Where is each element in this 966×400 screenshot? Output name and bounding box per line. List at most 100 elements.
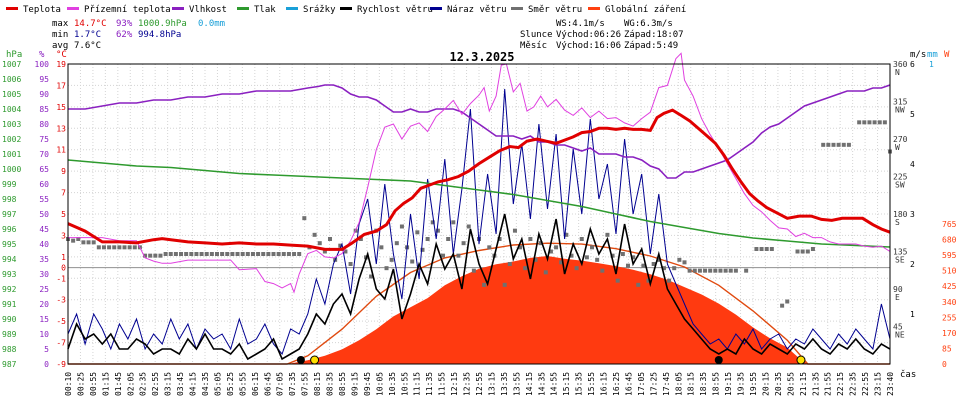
wind-dir-point bbox=[595, 257, 600, 262]
wind-dir-point bbox=[379, 245, 384, 250]
y-tick-hpa: 987 bbox=[2, 360, 17, 369]
wind-dir-point bbox=[785, 299, 790, 304]
y-tick-dir-name: NW bbox=[895, 106, 905, 115]
wind-dir-point bbox=[143, 253, 148, 258]
legend-label: Tlak bbox=[254, 5, 276, 15]
x-tick-label: 11:15 bbox=[413, 372, 422, 396]
y-tick-c: -7 bbox=[56, 339, 66, 348]
wind-dir-point bbox=[841, 142, 846, 147]
x-tick-label: 07:05 bbox=[276, 372, 285, 396]
wind-dir-point bbox=[620, 252, 625, 256]
y-tick-hpa: 992 bbox=[2, 285, 17, 294]
wind-dir-point bbox=[317, 241, 322, 246]
wind-dir-point bbox=[199, 252, 204, 256]
wind-dir-point bbox=[338, 243, 343, 248]
legend-swatch bbox=[237, 7, 249, 10]
y-tick-c: 19 bbox=[56, 60, 66, 69]
wind-dir-point bbox=[158, 253, 163, 258]
x-axis: 00:10 00:25 00:55 01:15 01:45 02:05 02:35 02:55… bbox=[64, 372, 895, 396]
series-radiation-area bbox=[68, 256, 890, 364]
x-tick-label: 04:35 bbox=[201, 372, 210, 396]
series-temperature bbox=[67, 108, 891, 251]
y-tick-pct: 90 bbox=[39, 90, 49, 99]
legend-label: Náraz větru bbox=[447, 5, 507, 15]
wind-dir-point bbox=[184, 252, 189, 256]
wind-dir-point bbox=[564, 232, 569, 237]
y-tick-pct: 75 bbox=[39, 135, 49, 144]
y-axes: 1007100610051004100310021001100099999899… bbox=[2, 60, 957, 369]
x-tick-label: 04:15 bbox=[189, 372, 198, 396]
y-tick-hpa: 995 bbox=[2, 240, 17, 249]
wind-dir-point bbox=[430, 220, 435, 225]
wind-dir-point bbox=[795, 249, 800, 254]
stats-max-temp: 14.7°C bbox=[74, 19, 107, 29]
wind-dir-point bbox=[471, 268, 476, 273]
wind-dir-point bbox=[831, 142, 836, 147]
y-tick-dir: 180 bbox=[893, 210, 908, 219]
axis-unit-pct: % bbox=[39, 50, 45, 60]
moon-set-marker bbox=[296, 356, 305, 364]
axis-unit-mm: mm bbox=[927, 50, 938, 60]
y-tick-dir: 270 bbox=[893, 135, 908, 144]
y-tick-pct: 50 bbox=[39, 210, 49, 219]
y-tick-mm: 1 bbox=[929, 60, 934, 69]
x-tick-label: 01:15 bbox=[101, 372, 110, 396]
y-tick-w: 595 bbox=[942, 251, 957, 260]
wind-dir-point bbox=[548, 249, 553, 254]
x-tick-label: 06:15 bbox=[251, 372, 260, 396]
x-tick-label: 22:55 bbox=[861, 372, 870, 396]
wind-dir-point bbox=[369, 274, 374, 279]
x-tick-label: 23:40 bbox=[886, 372, 895, 396]
wind-dir-point bbox=[276, 252, 281, 256]
x-tick-label: 05:55 bbox=[238, 372, 247, 396]
y-tick-dir-name: NE bbox=[895, 331, 905, 340]
axis-unit-w: W bbox=[944, 50, 950, 60]
x-tick-label: 11:35 bbox=[425, 372, 434, 396]
plot-frame bbox=[67, 63, 891, 365]
y-tick-c: 13 bbox=[56, 124, 66, 133]
wind-dir-point bbox=[569, 253, 574, 258]
legend-label: Srážky bbox=[303, 5, 336, 15]
wind-dir-point bbox=[615, 278, 620, 283]
y-tick-c: 7 bbox=[61, 189, 66, 198]
y-tick-w: 85 bbox=[942, 344, 952, 353]
wind-dir-point bbox=[322, 249, 327, 254]
y-tick-hpa: 996 bbox=[2, 225, 17, 234]
y-tick-ms: 1 bbox=[910, 310, 915, 319]
y-tick-w: 255 bbox=[942, 313, 957, 322]
wind-dir-point bbox=[692, 268, 697, 273]
y-tick-hpa: 1007 bbox=[2, 60, 21, 69]
x-tick-label: 18:15 bbox=[687, 372, 696, 396]
y-tick-hpa: 989 bbox=[2, 330, 17, 339]
y-tick-ms: 6 bbox=[910, 60, 915, 69]
x-tick-label: 19:35 bbox=[737, 372, 746, 396]
x-tick-label: 20:55 bbox=[786, 372, 795, 396]
wind-dir-point bbox=[168, 252, 173, 256]
wind-dir-point bbox=[641, 263, 646, 268]
wind-dir-point bbox=[610, 253, 615, 258]
y-tick-w: 340 bbox=[942, 298, 957, 307]
y-tick-w: 680 bbox=[942, 236, 957, 245]
x-tick-label: 14:35 bbox=[537, 372, 546, 396]
wind-dir-point bbox=[846, 142, 851, 147]
y-tick-dir: 90 bbox=[893, 285, 903, 294]
y-tick-w: 170 bbox=[942, 329, 957, 338]
y-tick-hpa: 1004 bbox=[2, 105, 21, 114]
series-humidity bbox=[68, 84, 891, 179]
y-tick-c-zero: 0 bbox=[61, 264, 66, 273]
info-wg: WG:6.3m/s bbox=[624, 19, 673, 29]
stats-max-rain: 0.0mm bbox=[198, 19, 225, 29]
info-moon-set: Západ:5:49 bbox=[624, 41, 678, 51]
x-tick-label: 17:45 bbox=[662, 372, 671, 396]
y-tick-pct: 15 bbox=[39, 315, 49, 324]
wind-dir-point bbox=[728, 268, 733, 273]
wind-dir-point bbox=[148, 253, 153, 258]
chart-marks bbox=[66, 52, 892, 365]
x-tick-label: 13:15 bbox=[487, 372, 496, 396]
x-tick-label: 09:15 bbox=[350, 372, 359, 396]
x-tick-label: 11:55 bbox=[438, 372, 447, 396]
x-tick-label: 18:55 bbox=[712, 372, 721, 396]
y-tick-dir-name: E bbox=[895, 293, 900, 302]
wind-dir-point bbox=[708, 268, 713, 273]
legend-swatch bbox=[6, 7, 18, 10]
